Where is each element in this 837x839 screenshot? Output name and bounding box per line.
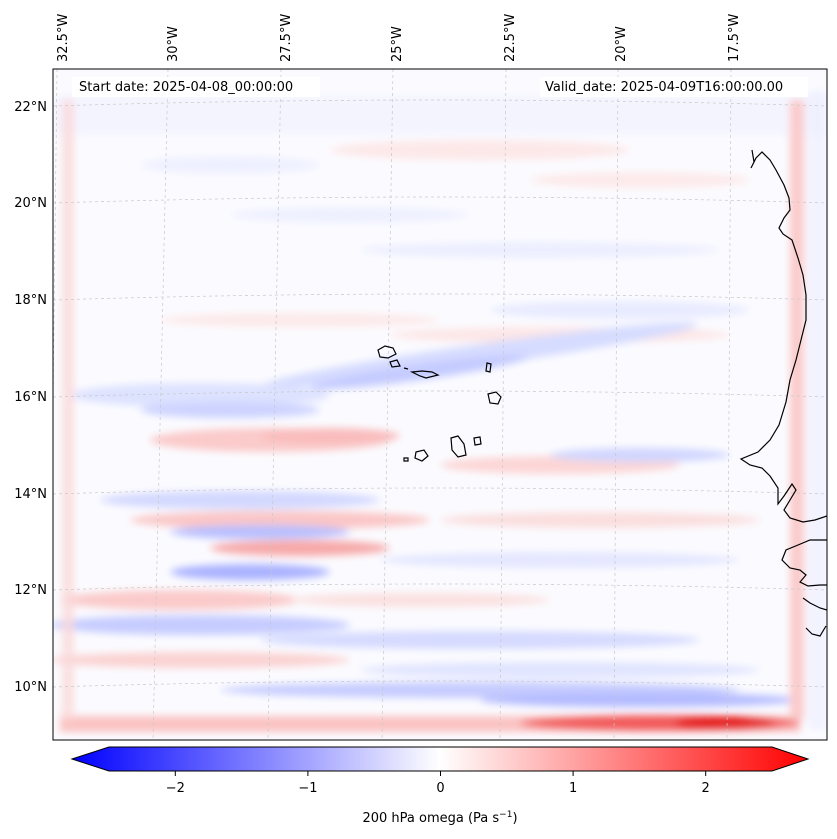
lon-label-17-5w: 17.5°W — [727, 14, 742, 62]
map-frame — [52, 68, 828, 741]
lat-label-16n: 16°N — [14, 390, 47, 405]
island-maio — [473, 436, 482, 446]
island-santo-antao — [377, 345, 397, 359]
island-santiago — [450, 435, 467, 458]
island-sao-nicolau — [409, 370, 440, 379]
start-date-label: Start date: 2025-04-08_00:00:00 — [79, 80, 293, 95]
lat-label-22n: 22°N — [14, 100, 47, 115]
colorbar-ticks: −2 −1 0 1 2 — [166, 771, 710, 796]
colorbar-tick-label: 1 — [569, 781, 577, 796]
valid-date-box: Valid_date: 2025-04-09T16:00:00.00 — [540, 77, 808, 97]
lon-label-20w: 20°W — [614, 26, 629, 62]
lon-label-30w: 30°W — [166, 26, 181, 62]
colorbar: −2 −1 0 1 2 200 hPa omega (Pa s−1) — [70, 746, 810, 826]
island-fogo — [414, 449, 429, 462]
coastlines — [377, 149, 827, 637]
colorbar-title: 200 hPa omega (Pa s−1) — [362, 810, 517, 826]
island-sal — [485, 362, 492, 373]
colorbar-ramp — [72, 747, 808, 771]
lat-label-12n: 12°N — [14, 583, 47, 598]
colorbar-tick-label: 0 — [436, 781, 444, 796]
latitude-labels: 22°N 20°N 18°N 16°N 14°N 12°N 10°N — [14, 100, 47, 695]
lon-label-22-5w: 22.5°W — [503, 14, 518, 62]
lon-label-32-5w: 32.5°W — [56, 14, 71, 62]
omega-field — [53, 69, 827, 740]
lon-label-27-5w: 27.5°W — [279, 14, 294, 62]
lon-label-25w: 25°W — [390, 26, 405, 62]
lat-label-20n: 20°N — [14, 196, 47, 211]
lat-label-18n: 18°N — [14, 293, 47, 308]
lat-label-10n: 10°N — [14, 680, 47, 695]
colorbar-tick-label: −2 — [166, 781, 185, 796]
island-boavista — [487, 391, 502, 405]
lat-label-14n: 14°N — [14, 487, 47, 502]
colorbar-tick-label: −1 — [298, 781, 317, 796]
colorbar-tick-label: 2 — [702, 781, 710, 796]
africa-coastline — [739, 149, 827, 637]
island-brava — [403, 457, 409, 462]
island-santa-luzia — [403, 367, 409, 370]
island-sao-vicente — [389, 359, 401, 368]
gridlines — [53, 69, 827, 740]
longitude-labels: 32.5°W 30°W 27.5°W 25°W 22.5°W 20°W 17.5… — [56, 14, 742, 62]
map-panel: Start date: 2025-04-08_00:00:00 Valid_da… — [52, 68, 828, 741]
valid-date-label: Valid_date: 2025-04-09T16:00:00.00 — [545, 80, 783, 95]
colorbar-outline — [70, 746, 810, 772]
start-date-box: Start date: 2025-04-08_00:00:00 — [72, 77, 320, 97]
